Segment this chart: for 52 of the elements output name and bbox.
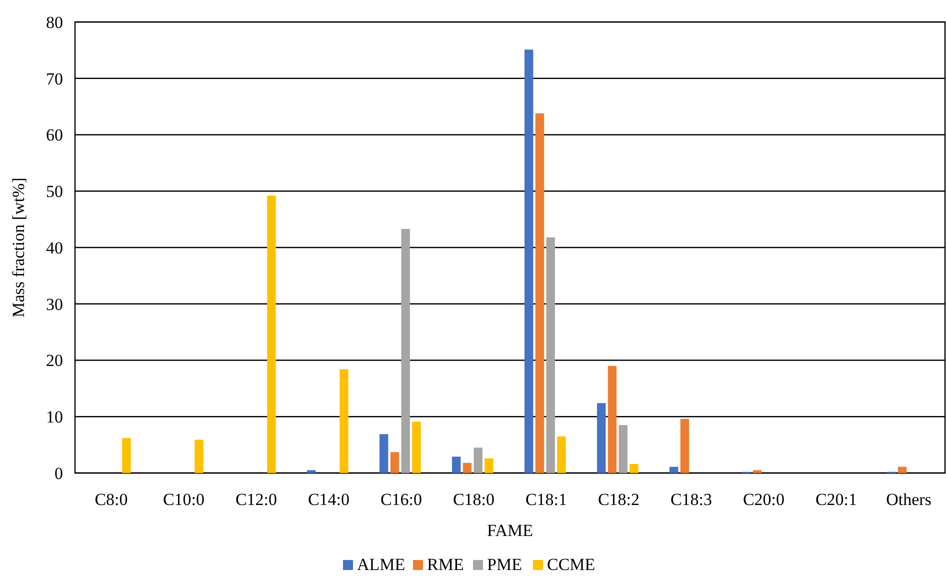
bar xyxy=(630,464,638,473)
y-tick-label: 60 xyxy=(46,126,63,145)
bar xyxy=(307,470,316,473)
x-axis-title: FAME xyxy=(487,521,533,540)
y-tick-label: 30 xyxy=(46,294,63,314)
legend-label: RME xyxy=(427,555,464,574)
bar xyxy=(535,113,544,473)
y-tick-label: 80 xyxy=(46,12,63,32)
x-tick-label: Others xyxy=(886,490,932,509)
bar xyxy=(267,196,276,473)
bar xyxy=(618,425,628,473)
y-tick-label: 50 xyxy=(46,182,63,202)
bar xyxy=(524,50,534,473)
x-tick-label: C16:0 xyxy=(380,490,422,509)
bar xyxy=(122,438,131,473)
bar xyxy=(546,237,555,473)
bar xyxy=(401,228,410,473)
bar xyxy=(474,448,482,473)
y-tick-label: 40 xyxy=(46,238,63,258)
bar xyxy=(680,418,690,473)
bar xyxy=(484,458,494,473)
bar xyxy=(462,462,472,473)
x-tick-label: C14:0 xyxy=(308,490,350,509)
bar xyxy=(752,470,762,473)
legend-label: CCME xyxy=(547,555,596,574)
bar xyxy=(557,436,566,473)
bar xyxy=(340,369,348,473)
y-axis-title: Mass fraction [wt%] xyxy=(9,178,28,318)
x-tick-label: C18:2 xyxy=(598,490,640,509)
bar xyxy=(194,440,204,473)
bar xyxy=(390,452,400,473)
legend-label: PME xyxy=(487,555,522,574)
x-tick-label: C10:0 xyxy=(162,490,205,509)
y-tick-label: 0 xyxy=(54,464,63,483)
bar xyxy=(452,456,461,473)
y-tick-label: 70 xyxy=(46,69,63,88)
bar xyxy=(608,366,617,473)
y-tick-label: 10 xyxy=(46,408,63,427)
bar xyxy=(412,422,421,473)
x-tick-label: C18:3 xyxy=(670,490,712,509)
x-tick-label: C12:0 xyxy=(235,490,278,509)
x-tick-label: C20:0 xyxy=(742,490,785,509)
y-tick-label: 20 xyxy=(46,351,63,370)
x-tick-label: C8:0 xyxy=(94,490,128,509)
bar xyxy=(597,403,606,473)
x-tick-label: C20:1 xyxy=(815,490,858,509)
x-tick-label: C18:1 xyxy=(525,490,568,509)
legend-label: ALME xyxy=(357,555,406,574)
bar xyxy=(670,466,678,473)
x-tick-label: C18:0 xyxy=(452,490,495,509)
bar xyxy=(380,434,388,473)
bar xyxy=(898,466,907,473)
